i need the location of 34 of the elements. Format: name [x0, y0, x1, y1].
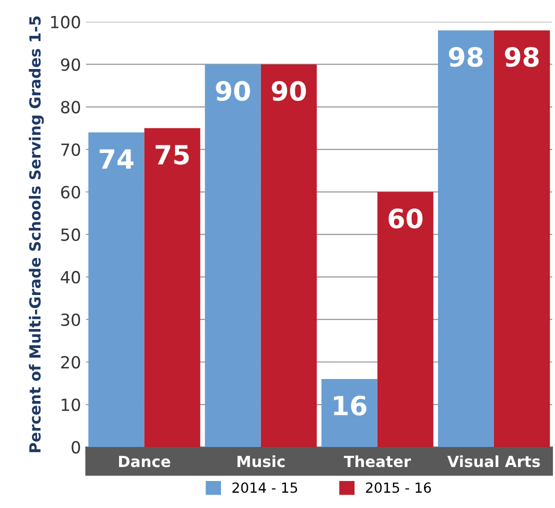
legend-label: 2014 - 15: [232, 482, 298, 493]
legend-label: 2015 - 16: [366, 482, 431, 493]
data-label: 98: [448, 46, 483, 67]
x-tick-label: Visual Arts: [447, 455, 540, 468]
data-label: 75: [156, 145, 189, 165]
data-label: 74: [100, 149, 134, 169]
y-axis-title: Percent of Multi-Grade Schools Serving Grades 1-5: [28, 16, 44, 452]
y-tick-label: 10: [62, 398, 80, 412]
x-tick-label: Music: [238, 455, 285, 468]
y-tick-label: 0: [72, 441, 80, 454]
y-tick-label: 100: [51, 16, 80, 28]
bar: [204, 64, 261, 448]
bar: [438, 30, 494, 448]
y-tick-label: 60: [61, 186, 80, 198]
x-tick-label: Dance: [119, 456, 170, 468]
data-label: 98: [504, 46, 539, 67]
bar: [494, 30, 550, 448]
y-tick-label: 30: [61, 313, 80, 326]
data-label: 90: [272, 80, 306, 101]
data-label: 16: [334, 396, 366, 416]
bar: [260, 64, 317, 448]
data-label: 60: [388, 208, 422, 228]
y-tick-label: 40: [60, 270, 80, 284]
y-tick-label: 90: [61, 58, 80, 71]
bar: [377, 192, 434, 448]
y-tick-label: 70: [61, 143, 80, 156]
y-tick-label: 50: [61, 228, 80, 242]
bar: [88, 132, 144, 448]
x-tick-label: Theater: [344, 455, 411, 468]
data-label: 90: [216, 80, 250, 101]
bar: [144, 128, 200, 448]
y-tick-label: 80: [61, 100, 80, 114]
bar: [321, 379, 378, 448]
y-tick-label: 20: [61, 356, 80, 369]
